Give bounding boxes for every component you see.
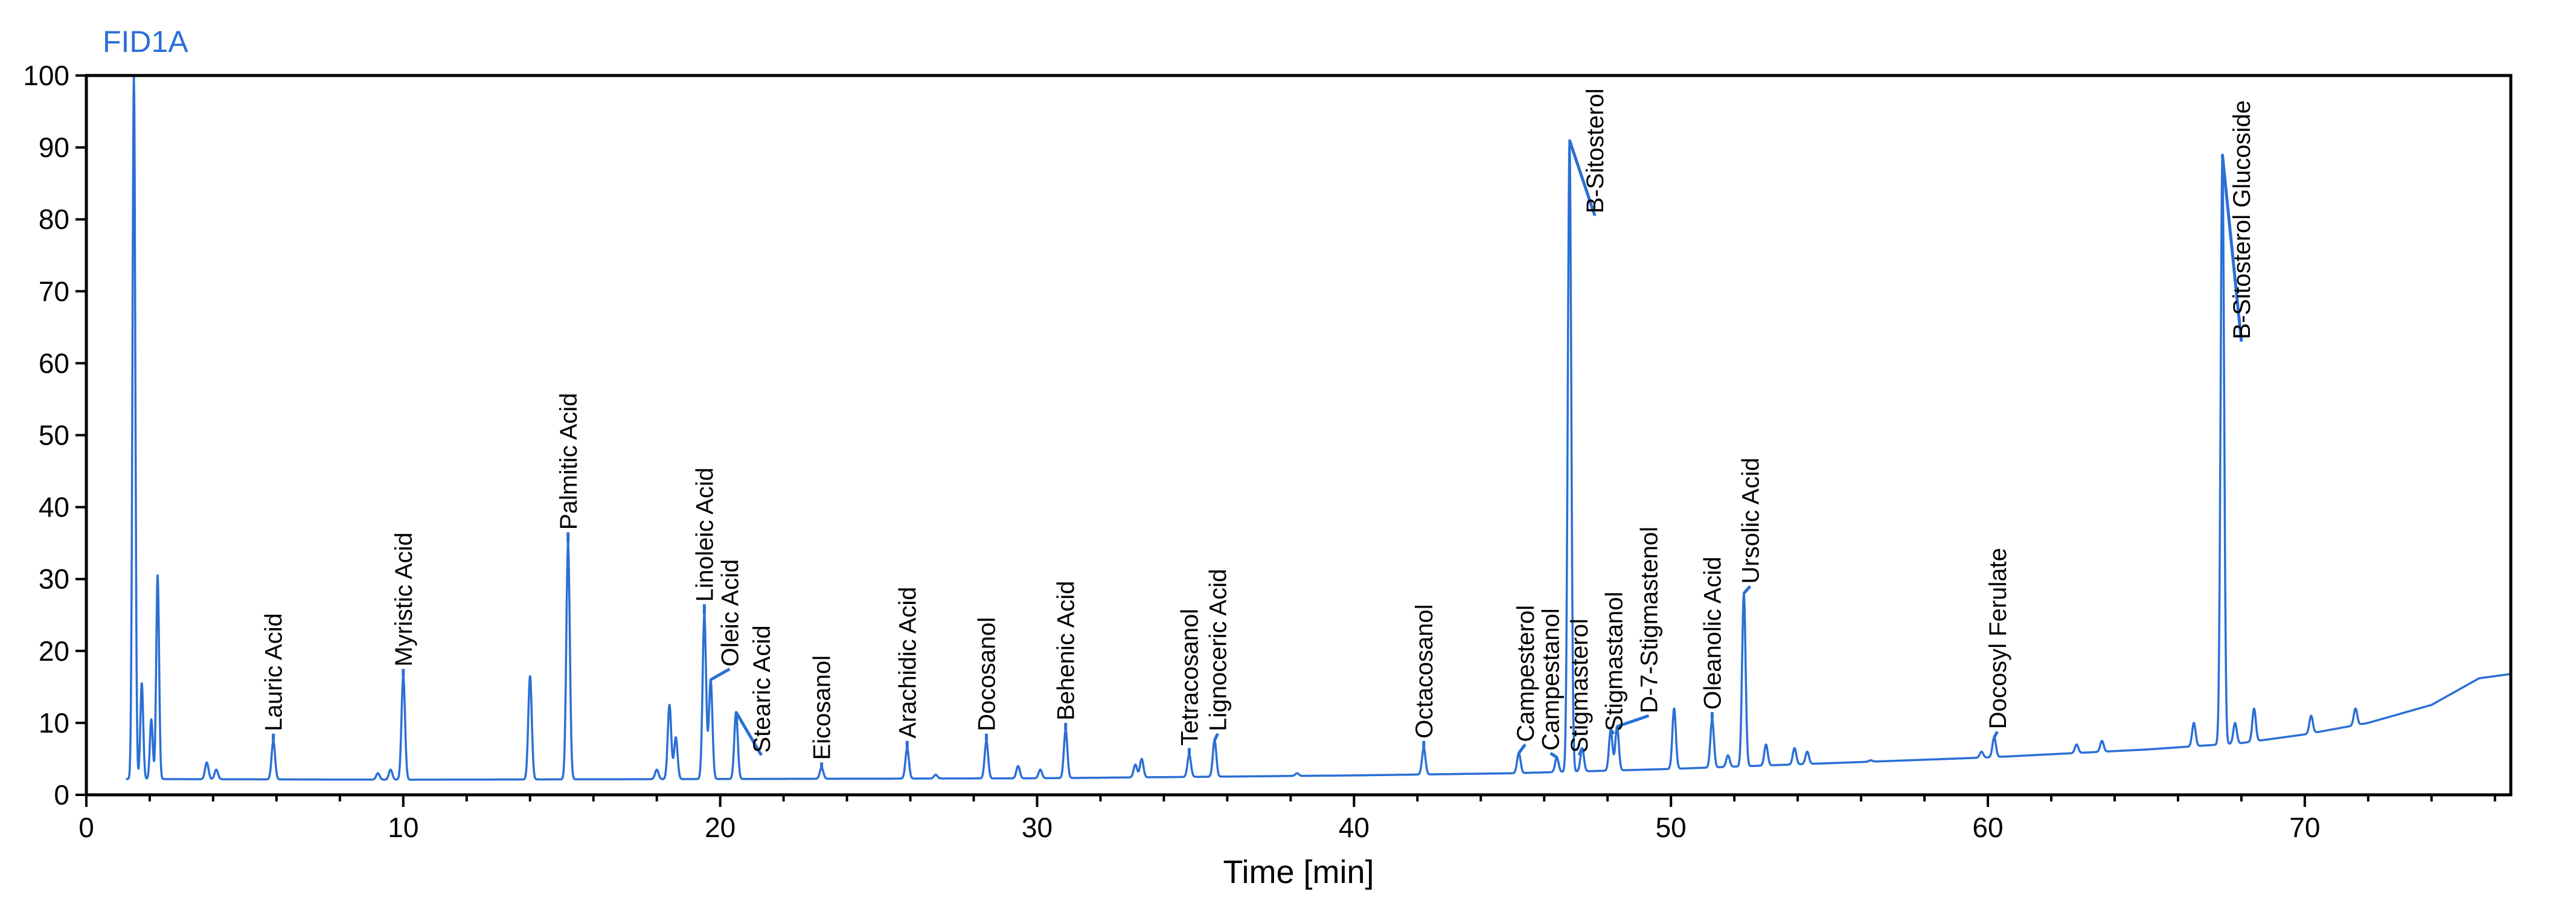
chromatogram-trace [125,75,2511,781]
peak-label: Campesterol [1513,605,1539,742]
x-tick-label: 50 [1656,812,1687,843]
y-tick-label: 70 [39,275,69,307]
y-tick-label: 50 [39,420,69,451]
peak-leader-line [1609,729,1615,735]
peak-label: Docosanol [974,617,1001,731]
peak-leader-line [2220,154,2243,342]
peak-label: D-7-Stigmastenol [1636,527,1662,713]
peak-label: Ursolic Acid [1737,458,1764,584]
peak-label: Arachidic Acid [894,586,921,738]
peak-leader-line [1517,743,1527,754]
peak-label: Stigmastanol [1601,592,1628,731]
peak-label: Oleic Acid [717,559,743,667]
peak-leader-lines [272,140,2243,768]
peak-label: Behenic Acid [1053,581,1080,721]
peak-label: Docosyl Ferulate [1985,548,2011,729]
peak-label: Eicosanol [809,655,836,760]
peak-label: Stearic Acid [749,625,775,753]
x-axis-ticks: 0 10 20 30 40 50 60 70 [78,795,2496,843]
peak-label: Linoleic Acid [691,467,718,602]
y-tick-label: 0 [54,779,69,811]
peak-label: Lauric Acid [261,613,287,731]
peak-label: Palmitic Acid [556,393,582,530]
chart-title: FID1A [103,25,188,59]
peak-label: Myristic Acid [391,532,417,666]
peak-label: Stigmasterol [1566,618,1593,753]
y-tick-label: 10 [39,707,69,739]
y-tick-label: 40 [39,492,69,523]
peak-leader-line [1577,747,1584,756]
peak-leader-line [1213,733,1219,741]
y-axis-ticks: 0 10 20 30 40 50 60 70 80 90 100 [23,60,86,811]
x-tick-label: 0 [78,812,94,843]
peak-leader-line [710,667,731,681]
y-tick-label: 60 [39,347,69,379]
peak-leader-line [1616,714,1650,728]
plot-area [125,75,2511,781]
peak-label: Oleanolic Acid [1699,557,1726,710]
y-tick-label: 100 [23,60,69,91]
peak-label: B-Sitosterol Glucoside [2229,100,2255,339]
peak-leader-line [734,711,763,756]
peak-leader-line [1993,730,1999,738]
y-tick-label: 30 [39,564,69,595]
y-tick-label: 90 [39,132,69,163]
x-tick-label: 10 [388,812,418,843]
y-tick-label: 20 [39,635,69,667]
x-tick-label: 20 [705,812,735,843]
peak-label: Octacosanol [1411,604,1438,738]
peak-leader-line [1549,751,1558,759]
x-tick-label: 70 [2289,812,2320,843]
peak-leader-line [1568,140,1597,217]
peak-label: Lignoceric Acid [1205,569,1232,731]
peak-leader-line [1743,585,1752,595]
x-axis-title: Time [min] [1223,854,1374,890]
peak-labels: Lauric Acid Myristic Acid Palmitic Acid Lin… [261,88,2255,760]
peak-label: Campestanol [1538,608,1565,751]
peak-label: Tetracosanol [1176,609,1203,746]
peak-label: B-Sitosterol [1582,88,1609,213]
y-tick-label: 80 [39,204,69,235]
plot-frame [85,74,2513,797]
x-tick-label: 40 [1339,812,1370,843]
x-tick-label: 30 [1022,812,1053,843]
x-tick-label: 60 [1972,812,2003,843]
